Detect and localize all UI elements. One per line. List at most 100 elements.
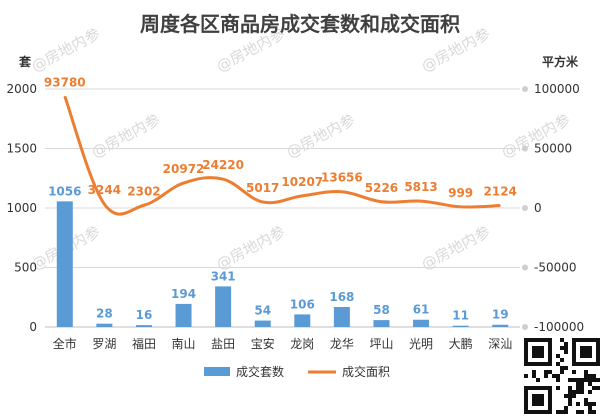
qr-module — [596, 386, 600, 390]
bar — [492, 324, 509, 327]
bar — [452, 325, 469, 327]
qr-module — [588, 374, 592, 378]
qr-module — [524, 374, 528, 378]
bar-value-label: 168 — [329, 290, 354, 304]
qr-module — [564, 346, 568, 350]
line-value-label: 5017 — [246, 181, 279, 195]
qr-module — [584, 370, 588, 374]
category-label: 龙华 — [330, 337, 354, 351]
category-label: 福田 — [132, 336, 156, 351]
qr-module — [588, 410, 592, 414]
qr-module — [580, 410, 584, 414]
qr-module — [564, 410, 568, 414]
bar — [333, 307, 350, 327]
right-tick-mark — [522, 86, 528, 92]
qr-module — [576, 410, 580, 414]
bar — [56, 201, 73, 327]
right-tick-label: 100000 — [534, 82, 580, 96]
line-value-label: 2124 — [484, 184, 517, 198]
left-tick-label: 1500 — [6, 142, 37, 156]
qr-module — [560, 366, 564, 370]
qr-module — [560, 346, 564, 350]
qr-finder-core — [580, 346, 592, 358]
category-label: 宝安 — [251, 336, 275, 351]
qr-module — [556, 362, 560, 366]
bar-value-label: 19 — [492, 308, 509, 322]
qr-module — [588, 402, 592, 406]
right-tick-mark — [522, 324, 528, 330]
right-tick-mark — [522, 264, 528, 271]
qr-module — [572, 370, 576, 374]
qr-module — [576, 390, 580, 394]
left-axis-unit: 套 — [18, 54, 32, 69]
bar — [175, 303, 192, 327]
qr-module — [580, 386, 584, 390]
bar-series — [56, 201, 509, 327]
watermark-text: @房地内参 — [28, 24, 103, 75]
right-tick-label: 0 — [534, 201, 542, 215]
qr-module — [564, 350, 568, 354]
line-point — [183, 182, 185, 184]
qr-module — [556, 410, 560, 414]
qr-module — [584, 374, 588, 378]
qr-module — [556, 386, 560, 390]
qr-module — [556, 354, 560, 358]
qr-module — [572, 390, 576, 394]
line-point — [64, 95, 66, 97]
bar-value-label: 58 — [373, 303, 390, 317]
qr-module — [584, 398, 588, 402]
qr-module — [576, 378, 580, 382]
bar-value-label: 106 — [290, 297, 315, 311]
line-point — [103, 203, 105, 205]
qr-module — [560, 410, 564, 414]
bar-value-label: 61 — [413, 303, 430, 317]
qr-module — [572, 378, 576, 382]
category-label: 大鹏 — [449, 337, 473, 351]
qr-module — [568, 390, 572, 394]
line-point — [262, 201, 264, 203]
qr-module — [556, 378, 560, 382]
bar — [96, 323, 113, 327]
qr-module — [580, 390, 584, 394]
qr-module — [568, 386, 572, 390]
qr-module — [552, 374, 556, 378]
category-label: 龙岗 — [290, 337, 314, 351]
bar-value-label: 28 — [96, 307, 113, 321]
bar — [254, 320, 271, 327]
category-label: 光明 — [409, 337, 433, 351]
left-tick-label: 2000 — [6, 82, 37, 96]
category-label: 深汕 — [488, 337, 512, 351]
watermark-text: @房地内参 — [418, 222, 493, 273]
legend-bar-label: 成交套数 — [236, 364, 284, 379]
qr-module — [532, 374, 536, 378]
qr-module — [560, 338, 564, 342]
line-point — [420, 200, 422, 202]
line-point — [143, 204, 145, 206]
legend: 成交套数 成交面积 — [204, 364, 390, 379]
category-label: 南山 — [172, 336, 196, 351]
line-point — [222, 178, 224, 180]
line-value-label: 10207 — [281, 175, 323, 189]
line-value-label: 13656 — [321, 171, 363, 185]
line-value-label: 5226 — [365, 181, 398, 195]
qr-module — [564, 406, 568, 410]
left-tick-label: 500 — [14, 261, 37, 275]
qr-module — [576, 386, 580, 390]
qr-module — [592, 402, 596, 406]
qr-finder-core — [532, 346, 544, 358]
line-value-label: 93780 — [44, 75, 86, 89]
line-point — [499, 204, 501, 206]
left-axis-ticks: 0 500 1000 1500 2000 — [6, 82, 37, 334]
bar — [135, 325, 152, 327]
right-tick-mark — [522, 205, 528, 211]
bar-data-labels: 1056 28 16 194 341 54 106 168 58 61 11 19 — [48, 184, 508, 322]
line-point — [301, 195, 303, 197]
line-point — [380, 201, 382, 203]
category-axis-labels: 全市 罗湖 福田 南山 盐田 宝安 龙岗 龙华 坪山 光明 大鹏 深汕 — [53, 336, 512, 351]
bar-value-label: 341 — [211, 269, 236, 283]
chart-title: 周度各区商品房成交套数和成交面积 — [140, 12, 460, 36]
qr-module — [532, 370, 536, 374]
qr-module — [580, 378, 584, 382]
qr-module — [560, 370, 564, 374]
